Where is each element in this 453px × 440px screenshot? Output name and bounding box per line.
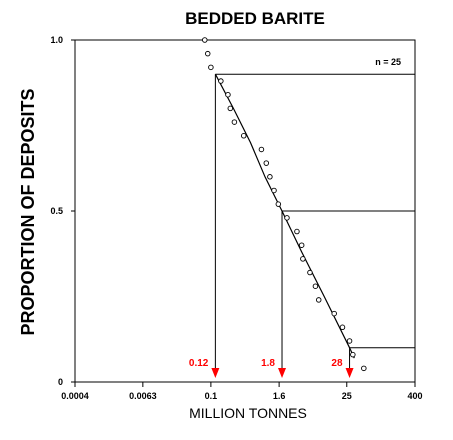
x-tick-label: 0.1 xyxy=(205,391,218,401)
observed-point xyxy=(350,351,356,358)
observed-point xyxy=(218,78,224,84)
observed-point xyxy=(258,146,265,153)
observed-point xyxy=(202,37,208,43)
observed-point xyxy=(240,133,247,139)
y-axis-label: PROPORTION OF DEPOSITS xyxy=(18,88,38,335)
curve-layer xyxy=(214,73,355,359)
observed-point xyxy=(307,269,313,276)
percentile-label: 0.12 xyxy=(189,358,209,369)
percentile-arrow xyxy=(211,368,220,378)
observed-point xyxy=(294,228,300,235)
observed-point xyxy=(275,201,282,207)
observed-point xyxy=(267,174,273,180)
percentile-arrow xyxy=(345,368,354,378)
ticks-layer: 0.0004 0.0063 0.1 1.6 25 400 0 0.5 1.0 xyxy=(50,35,422,401)
observed-point xyxy=(339,324,346,331)
x-tick-label: 400 xyxy=(407,391,422,401)
fitted-curve xyxy=(214,73,355,359)
observed-point xyxy=(263,160,270,166)
x-tick-label: 0.0063 xyxy=(129,391,157,401)
sample-size-note: n = 25 xyxy=(375,57,401,67)
observed-point xyxy=(231,119,238,125)
observed-point xyxy=(204,50,211,57)
observed-point xyxy=(225,91,231,98)
points-layer xyxy=(202,37,367,372)
x-tick-label: 1.6 xyxy=(273,391,286,401)
percentile-label: 28 xyxy=(331,358,343,369)
observed-point xyxy=(312,283,319,289)
observed-point xyxy=(300,256,306,262)
observed-point xyxy=(208,64,214,71)
x-axis-label: MILLION TONNES xyxy=(189,405,307,421)
observed-point xyxy=(346,338,353,344)
observed-point xyxy=(331,310,337,317)
y-tick-label: 0.5 xyxy=(50,206,63,216)
observed-point xyxy=(361,365,367,372)
x-tick-label: 0.0004 xyxy=(61,391,89,401)
observed-point xyxy=(284,215,290,221)
observed-point xyxy=(271,187,277,194)
chart-title: BEDDED BARITE xyxy=(185,9,325,28)
percentile-label: 1.8 xyxy=(261,358,275,369)
x-tick-label: 25 xyxy=(342,391,352,401)
observed-point xyxy=(298,242,305,248)
observed-point xyxy=(315,297,322,303)
guide-layer xyxy=(214,73,415,368)
y-tick-label: 1.0 xyxy=(50,35,63,45)
marker-layer: 0.12 1.8 28 xyxy=(189,358,354,378)
percentile-arrow xyxy=(278,368,287,378)
y-tick-label: 0 xyxy=(58,377,63,387)
observed-point xyxy=(227,105,234,112)
